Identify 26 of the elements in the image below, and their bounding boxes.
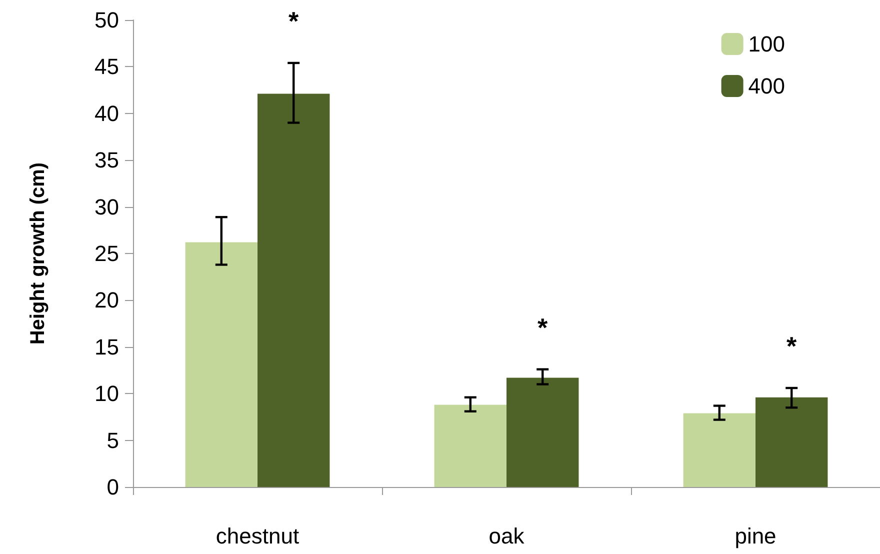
y-tick-label: 40: [94, 100, 119, 126]
y-tick-label: 45: [94, 54, 119, 80]
y-tick-label: 20: [94, 288, 119, 313]
y-axis-title: Height growth (cm): [27, 162, 49, 345]
legend-label: 400: [748, 74, 786, 98]
bar: [258, 94, 330, 487]
x-tick-label: chestnut: [216, 524, 300, 548]
y-tick-label: 10: [94, 381, 119, 406]
bar: [683, 413, 756, 487]
annotation: *: [786, 330, 798, 361]
annotation: *: [288, 6, 300, 36]
y-tick-label: 15: [94, 334, 119, 360]
y-tick-label: 35: [94, 148, 119, 173]
bar: [506, 378, 579, 487]
legend-label: 100: [748, 32, 786, 56]
bar: [434, 404, 506, 487]
bar: [756, 397, 828, 487]
y-tick-label: 30: [94, 194, 119, 220]
annotation: *: [538, 312, 549, 342]
x-tick-label: oak: [488, 524, 526, 548]
y-tick-label: 0: [106, 474, 119, 500]
bar: [185, 242, 258, 487]
y-tick-label: 50: [94, 8, 119, 32]
x-tick-label: pine: [734, 524, 776, 548]
y-tick-label: 25: [94, 241, 119, 266]
y-tick-label: 5: [106, 428, 119, 453]
